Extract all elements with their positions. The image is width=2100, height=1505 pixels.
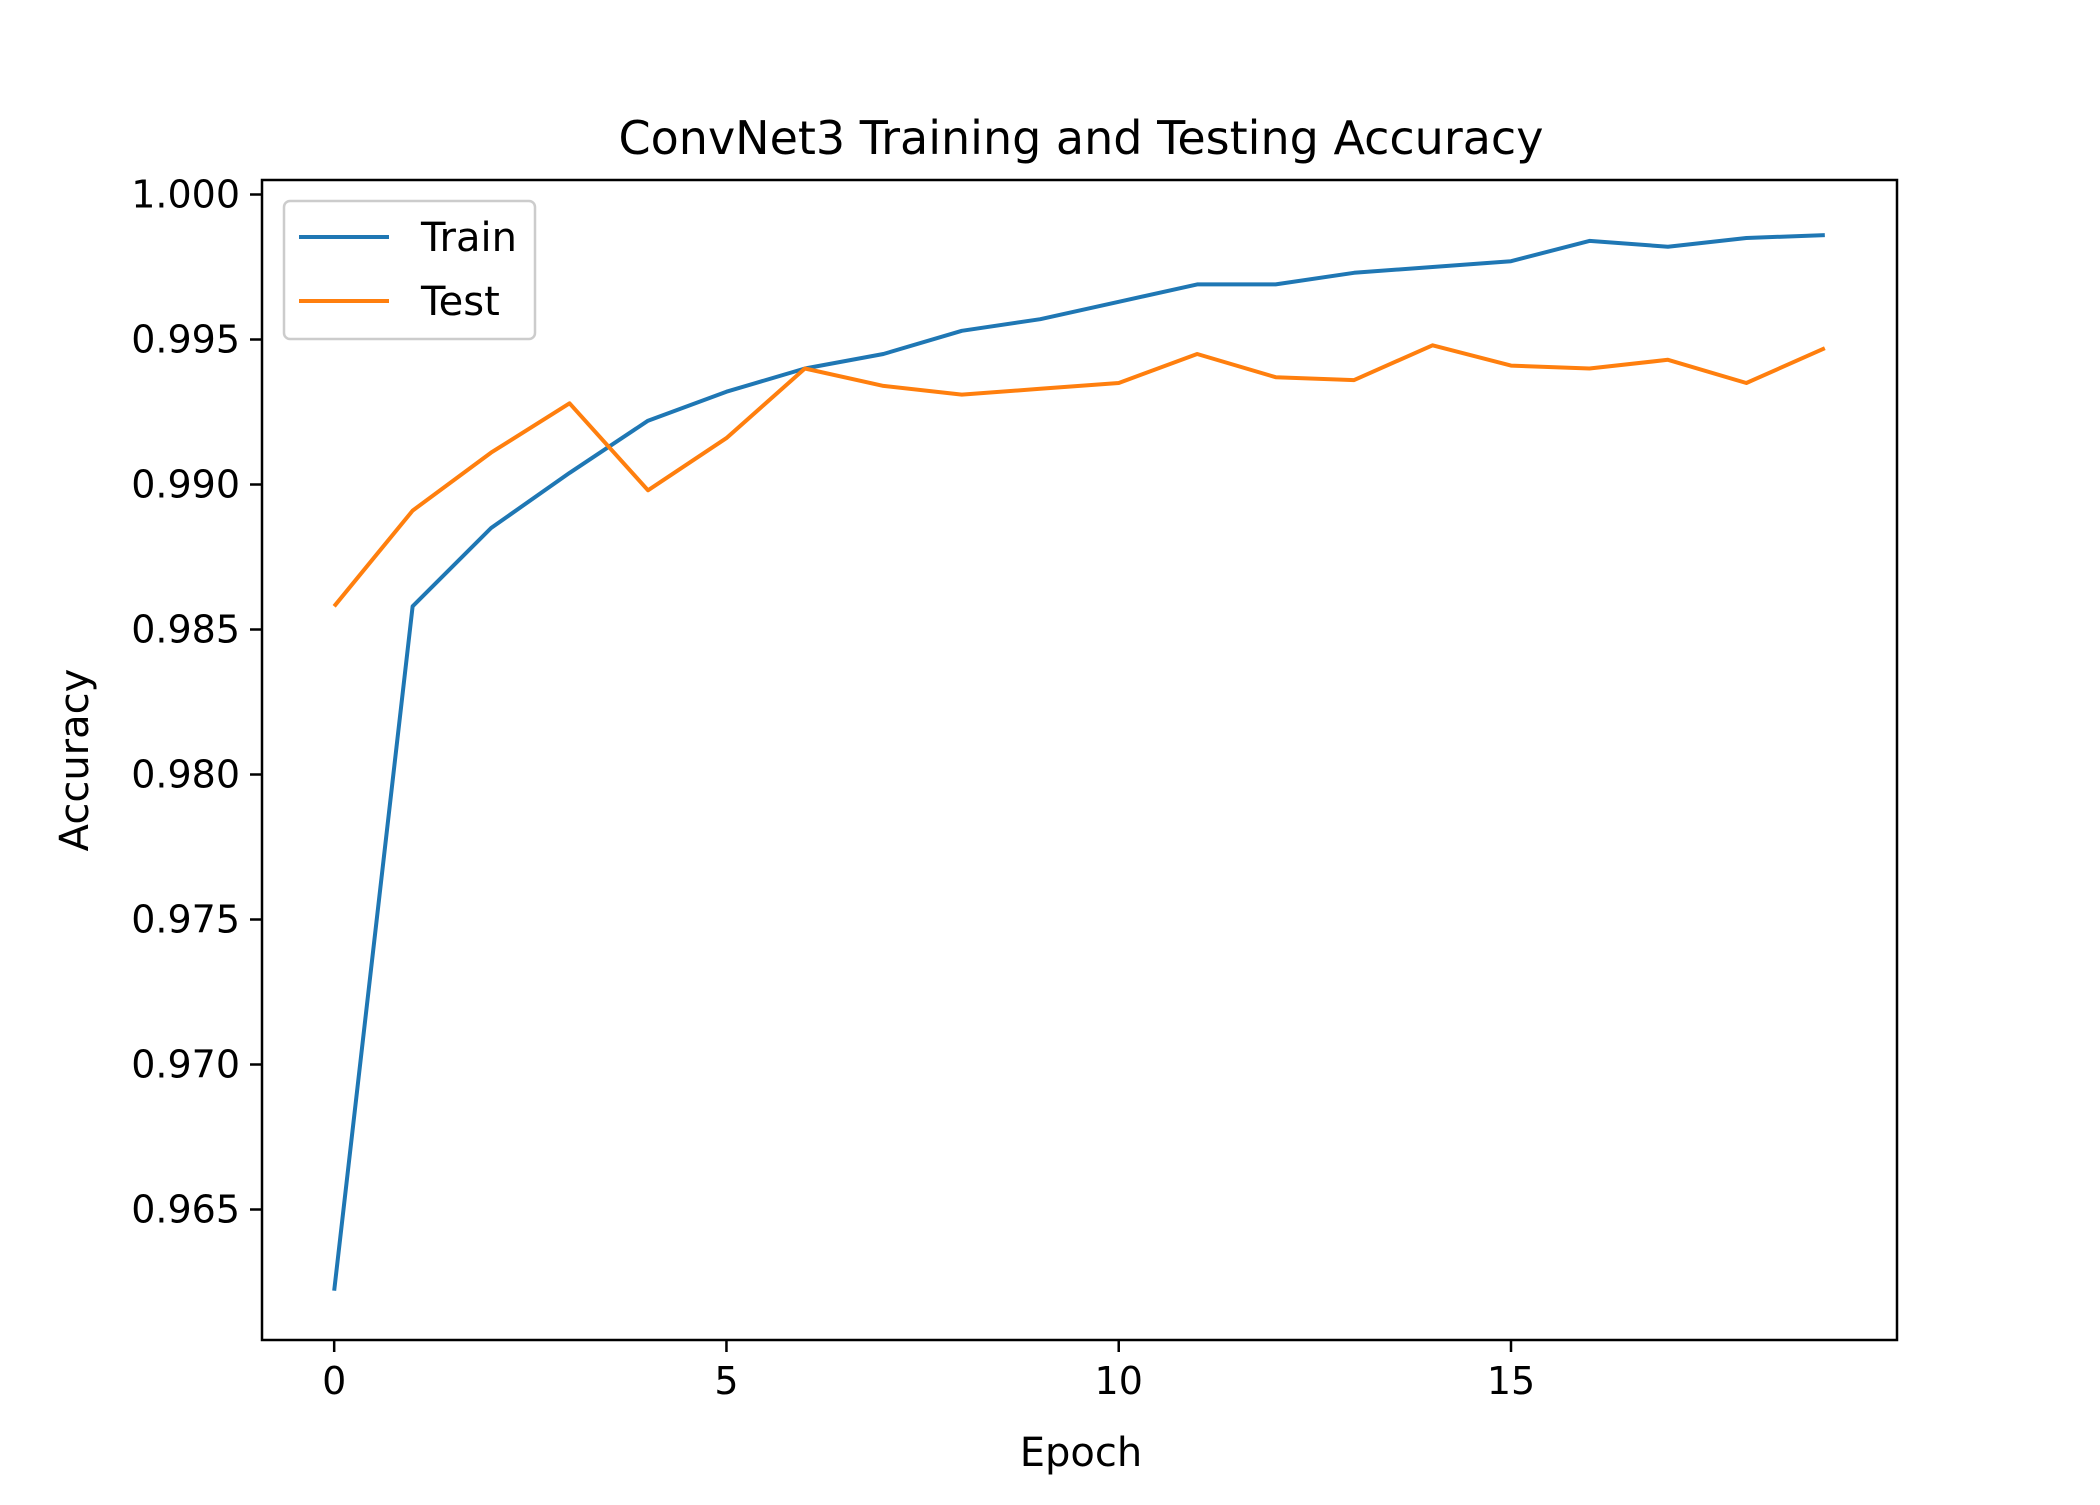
chart-title: ConvNet3 Training and Testing Accuracy: [619, 111, 1544, 165]
series-line-train: [332, 233, 1825, 1291]
x-axis-label: Epoch: [1020, 1430, 1142, 1476]
plot-area: [262, 180, 1897, 1340]
plot-background: [262, 180, 1897, 1340]
y-axis: 0.965 0.970 0.975 0.980 0.985 0.990 0.995 1.000: [131, 173, 262, 1232]
series-group: [332, 233, 1826, 1291]
y-tick-label: 0.975: [131, 898, 240, 942]
legend-label-test: Test: [420, 279, 500, 325]
series-line-test: [332, 343, 1826, 608]
y-tick-label: 0.995: [131, 318, 240, 362]
x-tick-label: 0: [322, 1359, 346, 1403]
x-tick-label: 5: [714, 1359, 738, 1403]
y-tick-label: 0.990: [131, 463, 240, 507]
y-tick-label: 1.000: [131, 173, 240, 217]
y-tick-label: 0.965: [131, 1188, 240, 1232]
x-axis: 0 5 10 15: [322, 1340, 1535, 1403]
y-tick-label: 0.970: [131, 1043, 240, 1087]
plot-frame: [260, 178, 1899, 1342]
y-tick-label: 0.980: [131, 753, 240, 797]
y-axis-label: Accuracy: [52, 669, 98, 852]
x-tick-label: 10: [1095, 1359, 1143, 1403]
legend: Train Test: [282, 199, 537, 341]
legend-label-train: Train: [420, 215, 517, 261]
y-tick-label: 0.985: [131, 608, 240, 652]
x-tick-label: 15: [1487, 1359, 1535, 1403]
